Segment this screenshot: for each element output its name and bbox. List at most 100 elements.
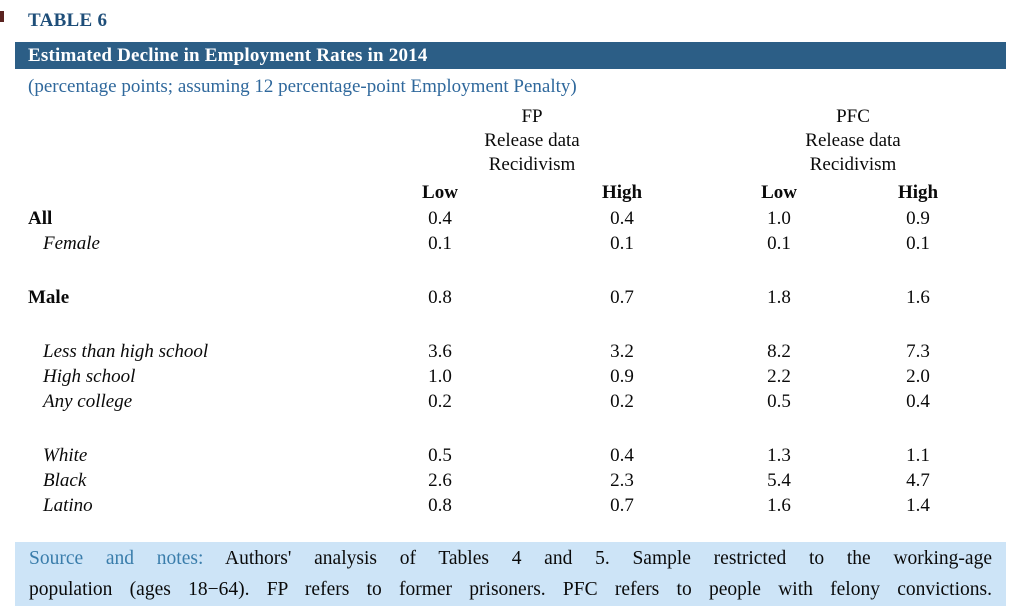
value-cell: 0.5: [428, 444, 452, 466]
empty-cell: [992, 231, 1006, 256]
empty-cell: [992, 389, 1006, 414]
empty-cell: [992, 206, 1006, 231]
table-row: Female 0.1 0.1 0.1 0.1: [15, 231, 1006, 256]
column-header-high: High: [601, 182, 643, 203]
row-label: All: [28, 207, 53, 229]
row-label: Latino: [43, 494, 93, 516]
table-title-bar: Estimated Decline in Employment Rates in…: [15, 42, 1006, 69]
value-cell: 0.4: [428, 207, 452, 229]
value-cell: 2.0: [906, 365, 930, 387]
group-subheader: Release data: [805, 130, 901, 151]
spacer-cell: [15, 414, 1006, 443]
spacer-cell: [15, 256, 1006, 285]
empty-cell: [992, 339, 1006, 364]
empty-cell: [992, 364, 1006, 389]
value-cell: 2.6: [428, 469, 452, 491]
employment-decline-table: FP PFC Release data Release data Recidivism R…: [15, 105, 1006, 518]
empty-cell: [15, 105, 350, 129]
value-cell: 1.4: [906, 494, 930, 516]
empty-cell: [15, 153, 350, 177]
value-cell: 5.4: [767, 469, 791, 491]
row-label: Less than high school: [43, 340, 209, 362]
value-cell: 0.2: [610, 390, 634, 412]
value-cell: 0.7: [610, 494, 634, 516]
table-subtitle: (percentage points; assuming 12 percenta…: [28, 76, 577, 97]
value-cell: 2.2: [767, 365, 791, 387]
empty-cell: [992, 129, 1006, 153]
group-subheader: Release data: [484, 130, 580, 151]
empty-cell: [15, 129, 350, 153]
value-cell: 0.9: [906, 207, 930, 229]
value-cell: 0.1: [610, 232, 634, 254]
table-header: FP PFC Release data Release data Recidivism R…: [15, 105, 1006, 206]
value-cell: 1.8: [767, 286, 791, 308]
empty-cell: [992, 153, 1006, 177]
empty-cell: [992, 493, 1006, 518]
value-cell: 1.1: [906, 444, 930, 466]
value-cell: 3.2: [610, 340, 634, 362]
row-label: Male: [28, 286, 70, 308]
value-cell: 0.4: [610, 444, 634, 466]
spacer-row: [15, 414, 1006, 443]
source-notes-label: Source and notes:: [29, 548, 204, 569]
value-cell: 0.1: [767, 232, 791, 254]
column-header-low: Low: [422, 182, 458, 203]
empty-cell: [992, 443, 1006, 468]
row-label: Female: [43, 232, 100, 254]
value-cell: 7.3: [906, 340, 930, 362]
table-row: Any college 0.2 0.2 0.5 0.4: [15, 389, 1006, 414]
empty-cell: [992, 105, 1006, 129]
value-cell: 4.7: [906, 469, 930, 491]
row-label: Any college: [43, 390, 133, 412]
value-cell: 0.5: [767, 390, 791, 412]
group-subheader: Recidivism: [488, 154, 576, 175]
value-cell: 0.4: [906, 390, 930, 412]
spacer-row: [15, 256, 1006, 285]
value-cell: 8.2: [767, 340, 791, 362]
table-row: High school 1.0 0.9 2.2 2.0: [15, 364, 1006, 389]
row-label: White: [43, 444, 88, 466]
table-body: All 0.4 0.4 1.0 0.9 Female 0.1 0.1 0.1 0.1 Male 0.8…: [15, 206, 1006, 518]
table-row: All 0.4 0.4 1.0 0.9: [15, 206, 1006, 231]
source-notes-text-1: Authors' analysis of Tables 4 and 5. Sam…: [225, 548, 992, 569]
value-cell: 2.3: [610, 469, 634, 491]
group-header-pfc: PFC: [836, 106, 870, 127]
value-cell: 0.1: [906, 232, 930, 254]
group-header-fp: FP: [521, 106, 543, 127]
value-cell: 1.6: [906, 286, 930, 308]
row-label: High school: [43, 365, 136, 387]
row-label: Black: [43, 469, 87, 491]
source-notes-box: Source and notes: Authors' analysis of T…: [15, 542, 1006, 606]
source-notes-line-1: Source and notes: Authors' analysis of T…: [29, 543, 992, 574]
empty-cell: [992, 468, 1006, 493]
value-cell: 1.0: [428, 365, 452, 387]
table-row: Latino 0.8 0.7 1.6 1.4: [15, 493, 1006, 518]
value-cell: 0.8: [428, 286, 452, 308]
value-cell: 1.3: [767, 444, 791, 466]
low-high-row: Low High Low High: [15, 177, 1006, 206]
table-row: Male 0.8 0.7 1.8 1.6: [15, 285, 1006, 310]
spacer-row: [15, 310, 1006, 339]
value-cell: 1.6: [767, 494, 791, 516]
table-row: Black 2.6 2.3 5.4 4.7: [15, 468, 1006, 493]
value-cell: 1.0: [767, 207, 791, 229]
empty-cell: [992, 177, 1006, 206]
spacer-cell: [15, 310, 1006, 339]
table-row: White 0.5 0.4 1.3 1.1: [15, 443, 1006, 468]
table-number-label: TABLE 6: [28, 10, 108, 31]
empty-cell: [15, 177, 350, 206]
group-subheader: Recidivism: [809, 154, 897, 175]
group-name-row: FP PFC: [15, 105, 1006, 129]
value-cell: 3.6: [428, 340, 452, 362]
value-cell: 0.1: [428, 232, 452, 254]
table-title: Estimated Decline in Employment Rates in…: [28, 45, 428, 66]
source-notes-line-2: population (ages 18−64). FP refers to fo…: [29, 579, 992, 600]
column-header-low: Low: [761, 182, 797, 203]
value-cell: 0.4: [610, 207, 634, 229]
value-cell: 0.8: [428, 494, 452, 516]
value-cell: 0.2: [428, 390, 452, 412]
value-cell: 0.7: [610, 286, 634, 308]
empty-cell: [992, 285, 1006, 310]
page-edge-mark: [0, 11, 4, 22]
